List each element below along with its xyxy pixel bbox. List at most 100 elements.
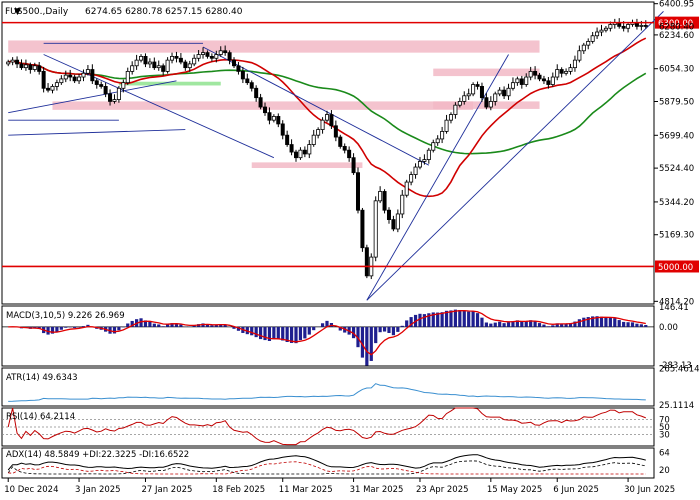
candle: [559, 67, 564, 78]
candle: [289, 139, 294, 156]
trend-line-2: [8, 80, 177, 114]
y-tick-label: 5879.50: [659, 98, 694, 108]
candle-body: [156, 65, 161, 69]
candle: [99, 81, 104, 89]
y-tick-label: 5524.40: [659, 164, 694, 174]
y-tick-label: 5169.30: [659, 231, 694, 241]
candle: [568, 63, 573, 75]
candle: [475, 81, 480, 90]
candle-body: [546, 80, 551, 85]
atr-title: ATR(14) 49.6343: [6, 373, 78, 383]
macd-bar: [232, 326, 236, 329]
candle: [68, 69, 73, 82]
macd-bar: [192, 325, 196, 327]
x-tick-label: 6 Jun 2025: [553, 485, 599, 495]
candle-body: [382, 191, 387, 211]
macd-bar: [449, 310, 453, 327]
candle: [125, 67, 130, 85]
candle-body: [108, 93, 113, 102]
candle-body: [400, 194, 405, 215]
macd-bar: [276, 326, 280, 340]
horizontal-levels: 6300.00 5000.00: [2, 16, 699, 273]
trend-line-1: [8, 129, 186, 136]
candle-body: [192, 57, 197, 65]
macd-bar: [214, 325, 218, 327]
candle: [174, 51, 179, 63]
macd-bar: [573, 321, 577, 327]
macd-bar: [644, 324, 648, 327]
candle: [134, 54, 139, 70]
candle-body: [479, 86, 484, 99]
macd-bar: [356, 326, 360, 348]
macd-bar: [312, 326, 316, 331]
macd-bar: [166, 324, 170, 327]
candle-body: [413, 166, 418, 175]
candle-body: [378, 191, 383, 202]
x-tick-label: 27 Jan 2025: [141, 485, 192, 495]
macd-bar: [400, 325, 404, 327]
candle-body: [68, 74, 73, 78]
candle: [152, 57, 157, 70]
candle: [586, 38, 591, 50]
macd-bar: [506, 322, 511, 327]
candle-body: [440, 131, 445, 140]
candle-body: [373, 200, 378, 258]
rsi-title: RSI(14) 64.2114: [6, 412, 75, 422]
macd-bar: [320, 323, 325, 327]
candle-body: [37, 65, 42, 72]
candle: [347, 146, 352, 162]
candle: [59, 75, 64, 85]
candle-body: [46, 87, 51, 91]
candle-body: [626, 24, 631, 29]
macd-bar: [139, 318, 143, 327]
candle: [435, 135, 440, 146]
collapse-icon[interactable]: ▼: [14, 7, 21, 17]
macd-bar: [46, 326, 50, 335]
macd-bar: [81, 326, 86, 327]
candle-body: [595, 31, 600, 37]
macd-bar: [64, 326, 68, 328]
rsi-tick-label: 30: [659, 431, 670, 441]
macd-bar: [462, 310, 466, 327]
candle: [298, 147, 303, 160]
candle: [209, 53, 214, 62]
candle: [528, 66, 533, 81]
trend-lines: [8, 11, 664, 301]
candle-body: [311, 134, 316, 145]
candle: [519, 75, 524, 89]
macd-bar: [630, 322, 635, 327]
candle: [280, 120, 285, 140]
x-tick-label: 23 Apr 2025: [416, 485, 469, 495]
macd-bar: [622, 321, 626, 327]
candle: [555, 64, 560, 81]
candle: [316, 127, 321, 139]
candle: [156, 60, 161, 71]
candle-body: [63, 74, 68, 80]
candle-body: [639, 25, 644, 27]
y-tick-label: 6400.95: [659, 0, 694, 10]
macd-bar: [73, 326, 77, 328]
adx-title: ADX(14) 48.5849 +DI:22.3225 -DI:16.6522: [6, 450, 189, 460]
macd-signal-line: [8, 309, 646, 356]
candle: [245, 73, 250, 85]
candle: [249, 80, 254, 92]
candle: [307, 140, 312, 159]
candle-body: [223, 50, 228, 54]
macd-bar: [489, 323, 493, 327]
macd-bar: [378, 326, 382, 333]
candle-body: [245, 78, 250, 84]
candle: [276, 113, 281, 128]
macd-bar: [55, 326, 59, 332]
macd-bar: [201, 323, 205, 327]
x-tick-label: 18 Feb 2025: [212, 485, 265, 495]
di-minus-line: [8, 461, 646, 475]
candle: [440, 126, 445, 144]
candle-body: [116, 87, 121, 100]
candle-body: [218, 50, 223, 55]
candle-body: [603, 27, 608, 31]
candle: [537, 72, 542, 82]
trend-line-3: [43, 54, 275, 159]
macd-bar: [263, 326, 267, 341]
